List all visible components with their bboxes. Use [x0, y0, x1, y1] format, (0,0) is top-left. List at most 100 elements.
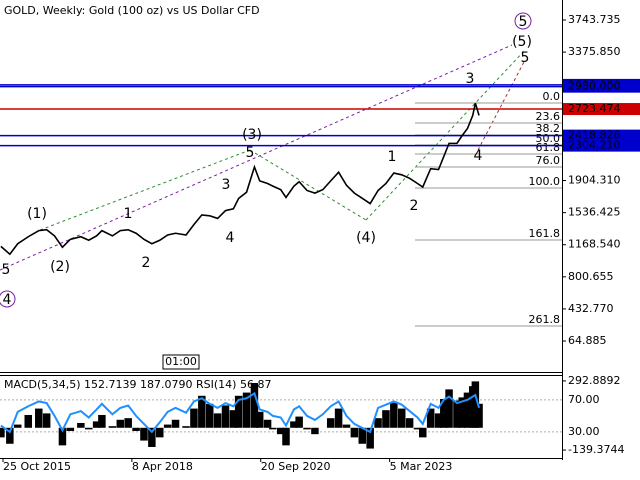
- macd-bar: [390, 402, 398, 428]
- macd-bar: [13, 424, 22, 428]
- wave-label: 3: [222, 177, 231, 193]
- macd-bar: [234, 395, 243, 428]
- macd-bar: [453, 400, 461, 428]
- macd-bar: [311, 427, 319, 435]
- fib-label: 161.8: [529, 227, 561, 240]
- macd-bar: [463, 392, 472, 428]
- wave-label: 2: [410, 198, 419, 214]
- wave-label: 4: [474, 148, 483, 164]
- macd-bar: [458, 397, 466, 428]
- macd-bar: [326, 418, 335, 428]
- macd-bar: [213, 413, 222, 428]
- indicator-title: MACD(5,34,5) 152.7139 187.0790 RSI(14) 5…: [4, 378, 271, 391]
- macd-bar: [116, 419, 125, 428]
- macd-bar: [190, 408, 198, 428]
- wave-label: 5: [521, 50, 530, 66]
- y-tick-label: 1904.310: [568, 174, 621, 187]
- wave-label: (2): [50, 259, 70, 275]
- price-line: [0, 103, 480, 256]
- indicator-tick-label: 30.00: [568, 425, 600, 438]
- price-level-box: [563, 80, 640, 93]
- macd-bar: [163, 424, 172, 428]
- macd-bar: [221, 405, 230, 428]
- macd-bar: [182, 426, 190, 428]
- macd-bar: [445, 389, 453, 428]
- macd-bar: [342, 424, 351, 428]
- y-tick-label: 1168.540: [568, 238, 621, 251]
- indicator-tick-label: -139.3744: [568, 443, 624, 456]
- wave-label: 4: [226, 230, 235, 246]
- wave-label: 5: [519, 14, 528, 30]
- indicator-tick-label: 292.8892: [568, 374, 621, 387]
- macd-bar: [382, 410, 390, 428]
- macd-bar: [282, 427, 290, 446]
- macd-bar: [419, 427, 427, 438]
- x-tick-label: 25 Oct 2015: [3, 460, 71, 473]
- x-tick-label: 8 Apr 2018: [132, 460, 193, 473]
- wave-label: 3: [466, 71, 475, 87]
- wave-label: 2: [142, 255, 151, 271]
- macd-bar: [374, 418, 382, 428]
- macd-bar: [263, 419, 272, 428]
- price-level-label: 2304.210: [568, 139, 621, 152]
- macd-bar: [124, 418, 132, 428]
- macd-bar: [440, 398, 448, 428]
- macd-bar: [475, 403, 483, 428]
- macd-bar: [434, 413, 443, 428]
- x-tick-label: 20 Sep 2020: [261, 460, 331, 473]
- channel-line: [249, 149, 367, 221]
- wave-label: 1: [124, 206, 133, 222]
- wave-circle: [514, 12, 532, 30]
- macd-bar: [132, 427, 140, 431]
- macd-bar: [290, 421, 298, 428]
- wave-label: 5: [246, 145, 255, 161]
- channel-line: [477, 59, 526, 151]
- wave-label: (5): [512, 34, 532, 50]
- wave-label: (3): [242, 127, 262, 143]
- chart-title: GOLD, Weekly: Gold (100 oz) vs US Dollar…: [4, 4, 260, 17]
- macd-bar: [77, 422, 85, 428]
- macd-bar: [397, 408, 406, 428]
- wave-circle: [0, 290, 16, 308]
- fib-label: 38.2: [536, 122, 561, 135]
- time-label: 01:00: [165, 355, 197, 368]
- macd-bar: [205, 403, 214, 428]
- macd-bar: [6, 427, 14, 444]
- macd-bar: [276, 427, 285, 435]
- macd-bar: [303, 427, 311, 430]
- indicator-tick-label: 70.00: [568, 393, 600, 406]
- macd-bar: [35, 408, 43, 428]
- fib-label: 261.8: [529, 313, 561, 326]
- macd-bar: [148, 427, 156, 447]
- macd-bar: [426, 408, 435, 428]
- fib-label: 100.0: [529, 175, 561, 188]
- macd-bar: [269, 427, 277, 430]
- fib-label: 76.0: [536, 154, 561, 167]
- wave-label: (1): [27, 206, 47, 222]
- macd-bar: [108, 426, 117, 428]
- y-tick-label: 432.770: [568, 302, 614, 315]
- macd-bar: [171, 419, 180, 428]
- channel-line: [39, 149, 251, 231]
- rsi-line: [0, 391, 481, 434]
- price-level-box: [563, 139, 640, 152]
- macd-bar: [58, 427, 67, 446]
- wave-label: 5: [2, 262, 11, 278]
- price-level-box: [563, 129, 640, 142]
- macd-bar: [350, 427, 359, 438]
- macd-bar: [92, 421, 101, 428]
- macd-bar: [413, 427, 422, 430]
- y-tick-label: 3375.850: [568, 45, 621, 58]
- price-level-label: 2418.826: [568, 129, 621, 142]
- macd-bar: [295, 416, 303, 428]
- macd-bar: [66, 427, 75, 431]
- macd-bar: [366, 427, 374, 449]
- y-tick-label: 800.655: [568, 270, 614, 283]
- macd-bar: [405, 418, 414, 428]
- wave-label: 4: [3, 292, 12, 308]
- price-level-label: 2723.474: [568, 102, 621, 115]
- macd-bar: [255, 411, 264, 428]
- macd-bar: [242, 392, 251, 428]
- macd-bar: [0, 427, 5, 438]
- macd-bar: [250, 382, 259, 428]
